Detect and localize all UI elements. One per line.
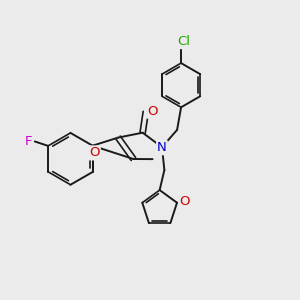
Text: O: O — [147, 105, 158, 118]
Text: O: O — [89, 146, 100, 159]
Text: F: F — [25, 135, 32, 148]
Text: N: N — [157, 141, 167, 154]
Text: Cl: Cl — [178, 35, 190, 48]
Text: O: O — [179, 195, 190, 208]
